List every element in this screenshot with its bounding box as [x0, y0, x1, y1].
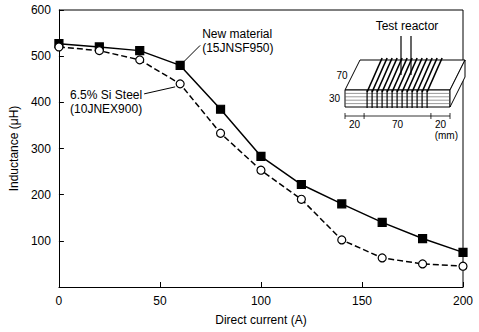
svg-text:200: 200 [31, 188, 51, 202]
svg-text:Inductance (μH): Inductance (μH) [7, 106, 21, 192]
svg-text:100: 100 [251, 294, 271, 308]
svg-text:500: 500 [31, 49, 51, 63]
svg-text:Direct current (A): Direct current (A) [215, 313, 306, 327]
svg-text:200: 200 [453, 294, 473, 308]
svg-text:(10JNEX900): (10JNEX900) [70, 102, 142, 116]
svg-text:300: 300 [31, 142, 51, 156]
svg-text:Test reactor: Test reactor [376, 19, 439, 33]
svg-text:30: 30 [329, 93, 341, 104]
svg-text:0: 0 [56, 294, 63, 308]
svg-text:(mm): (mm) [435, 130, 458, 141]
svg-text:New material: New material [202, 27, 272, 41]
svg-text:600: 600 [31, 3, 51, 17]
svg-text:20: 20 [435, 119, 447, 130]
svg-text:(15JNSF950): (15JNSF950) [202, 41, 273, 55]
svg-text:6.5% Si Steel: 6.5% Si Steel [70, 88, 142, 102]
svg-text:20: 20 [349, 119, 361, 130]
svg-text:70: 70 [392, 119, 404, 130]
svg-text:400: 400 [31, 95, 51, 109]
svg-text:50: 50 [153, 294, 167, 308]
svg-text:150: 150 [352, 294, 372, 308]
svg-text:100: 100 [31, 234, 51, 248]
svg-text:70: 70 [336, 70, 348, 81]
